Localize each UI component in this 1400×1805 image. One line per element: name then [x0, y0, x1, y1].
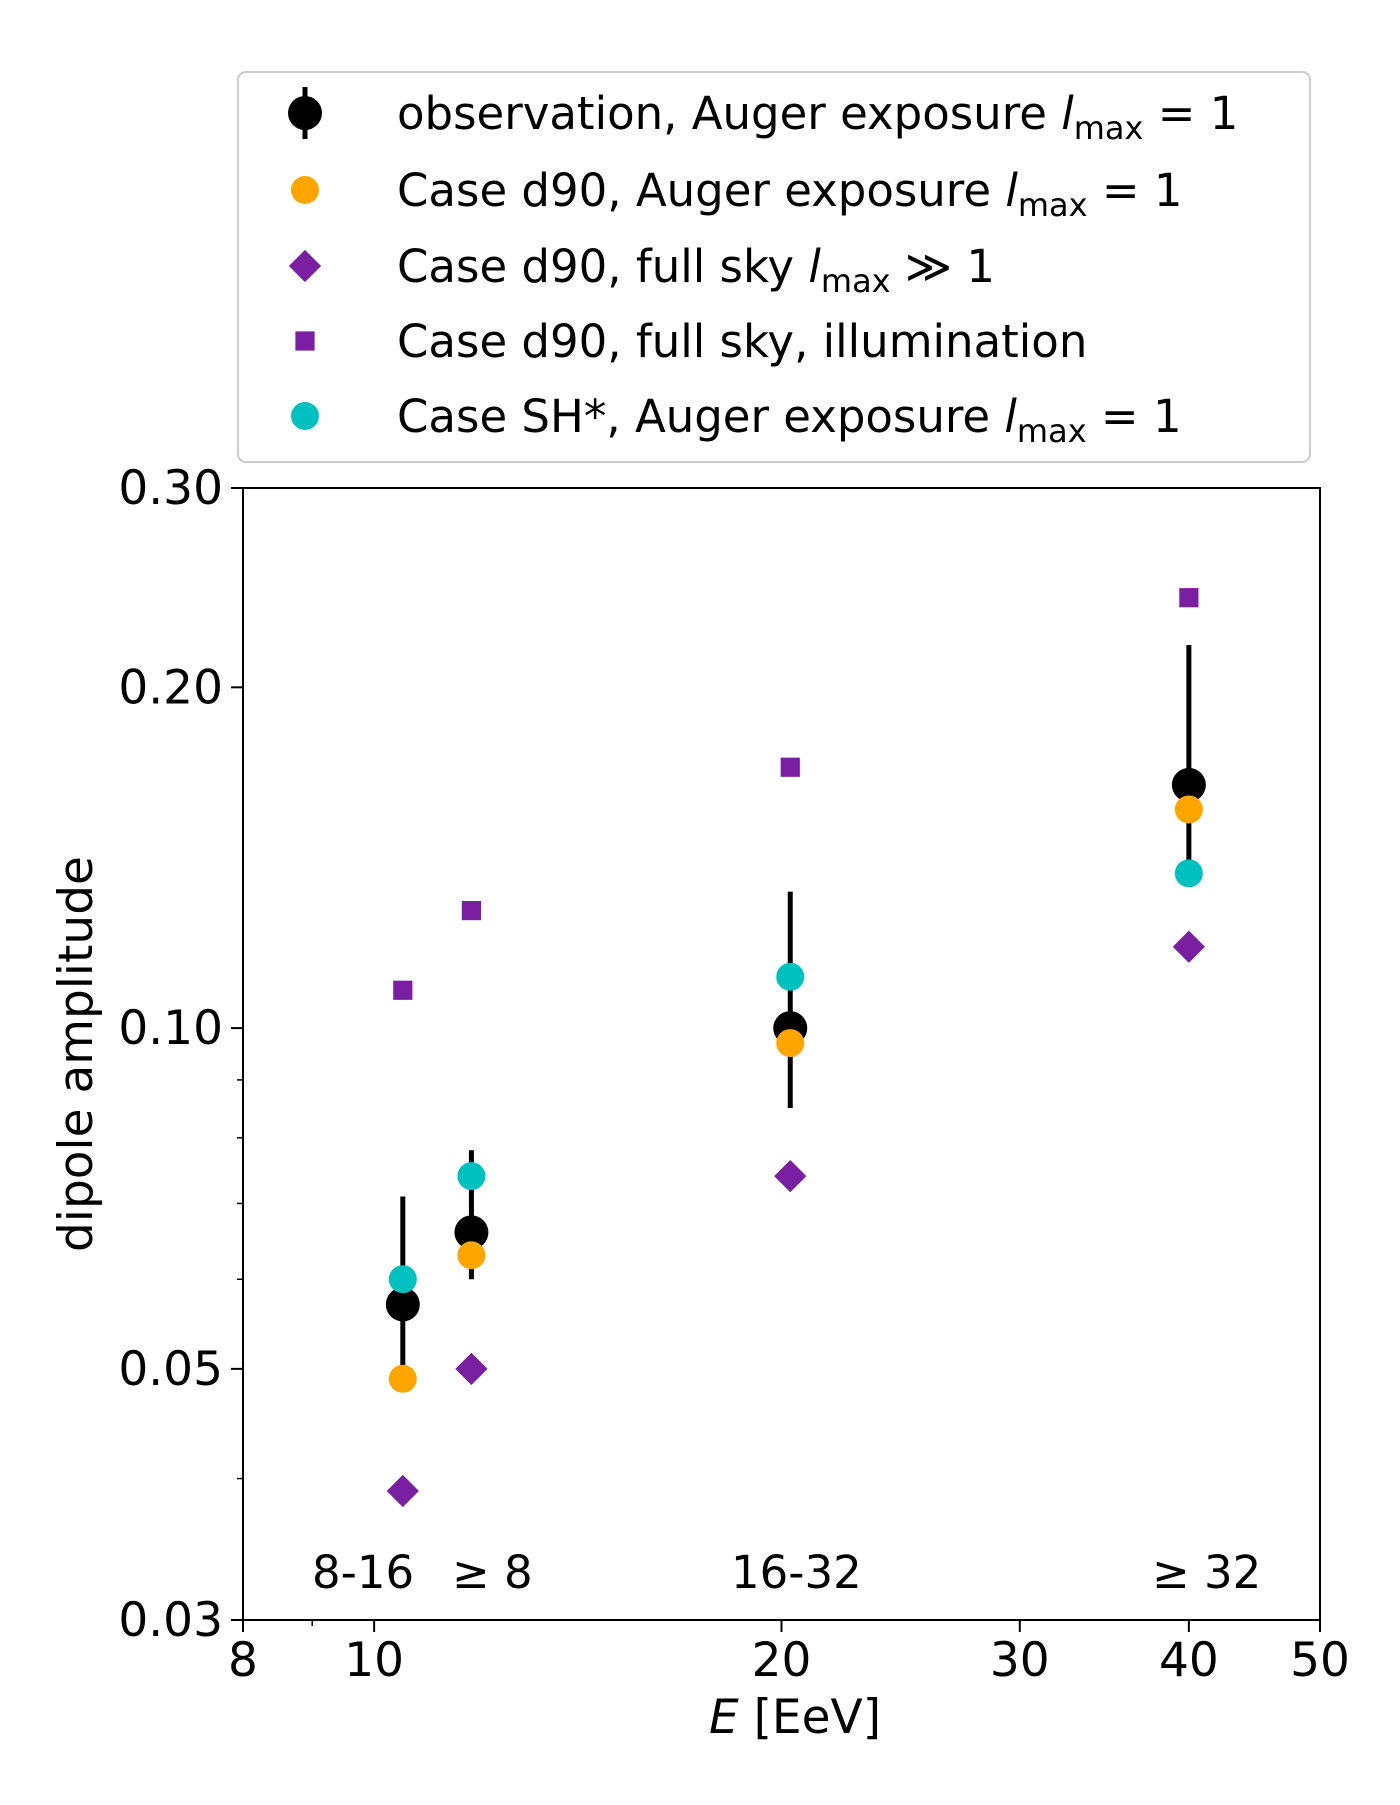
- y-tick-label: 0.10: [118, 1001, 223, 1056]
- x-tick-label: 30: [990, 1633, 1050, 1688]
- legend: observation, Auger exposure lmax = 1 Case…: [288, 87, 1238, 450]
- x-tick-label: 8: [228, 1633, 258, 1688]
- x-axis: 8 10 20 30 40 50: [228, 1620, 1350, 1688]
- y-axis: 0.03 0.05 0.10 0.20 0.30: [118, 461, 243, 1648]
- square-point: [393, 980, 413, 1000]
- legend-label: Case d90, full sky lmax ≫ 1: [397, 240, 995, 300]
- legend-label: Case d90, full sky, illumination: [397, 315, 1087, 368]
- square-point: [461, 900, 482, 921]
- legend-box: [237, 71, 1311, 463]
- legend-marker: [288, 249, 322, 283]
- circle-point: [776, 962, 805, 991]
- square-point: [1179, 588, 1199, 608]
- x-tick-label: 40: [1159, 1633, 1219, 1688]
- x-axis-label-unit: [EeV]: [739, 1690, 881, 1745]
- observation-point: [385, 1287, 420, 1322]
- y-tick-label: 0.20: [118, 660, 223, 715]
- legend-label: Case d90, Auger exposure lmax = 1: [397, 164, 1183, 224]
- diamond-point: [455, 1352, 488, 1385]
- legend-label: Case SH*, Auger exposure lmax = 1: [397, 390, 1182, 450]
- bin-label-ge32: ≥ 32: [1152, 1546, 1261, 1599]
- legend-label: observation, Auger exposure lmax = 1: [397, 87, 1238, 147]
- y-tick-label: 0.30: [118, 461, 223, 516]
- y-tick-label: 0.05: [118, 1342, 223, 1397]
- circle-point: [1174, 795, 1203, 824]
- x-tick-label: 10: [344, 1633, 404, 1688]
- bin-label-8-16: 8-16: [312, 1546, 414, 1599]
- legend-marker: [295, 331, 315, 351]
- x-axis-label: E [EeV]: [709, 1690, 881, 1745]
- circle-point: [457, 1162, 486, 1191]
- x-axis-label-var: E: [709, 1690, 739, 1745]
- observation-point: [1171, 767, 1206, 802]
- circle-point: [776, 1029, 805, 1058]
- x-tick-label: 50: [1290, 1633, 1350, 1688]
- y-tick-label: 0.03: [118, 1593, 223, 1648]
- diamond-point: [774, 1160, 807, 1193]
- square-point: [780, 757, 800, 777]
- legend-marker: [288, 96, 322, 130]
- circle-point: [388, 1265, 417, 1294]
- y-axis-label: dipole amplitude: [49, 856, 104, 1252]
- bin-label-ge8: ≥ 8: [452, 1546, 533, 1599]
- circle-point: [457, 1241, 486, 1270]
- legend-marker: [291, 176, 319, 204]
- circle-point: [388, 1364, 417, 1393]
- legend-marker: [291, 402, 319, 430]
- diamond-point: [386, 1474, 419, 1508]
- bin-label-16-32: 16-32: [731, 1546, 862, 1599]
- observation-point: [454, 1215, 489, 1250]
- data-marks: [385, 588, 1206, 1508]
- diamond-point: [1172, 930, 1205, 963]
- circle-point: [1174, 859, 1203, 888]
- x-tick-label: 20: [752, 1633, 812, 1688]
